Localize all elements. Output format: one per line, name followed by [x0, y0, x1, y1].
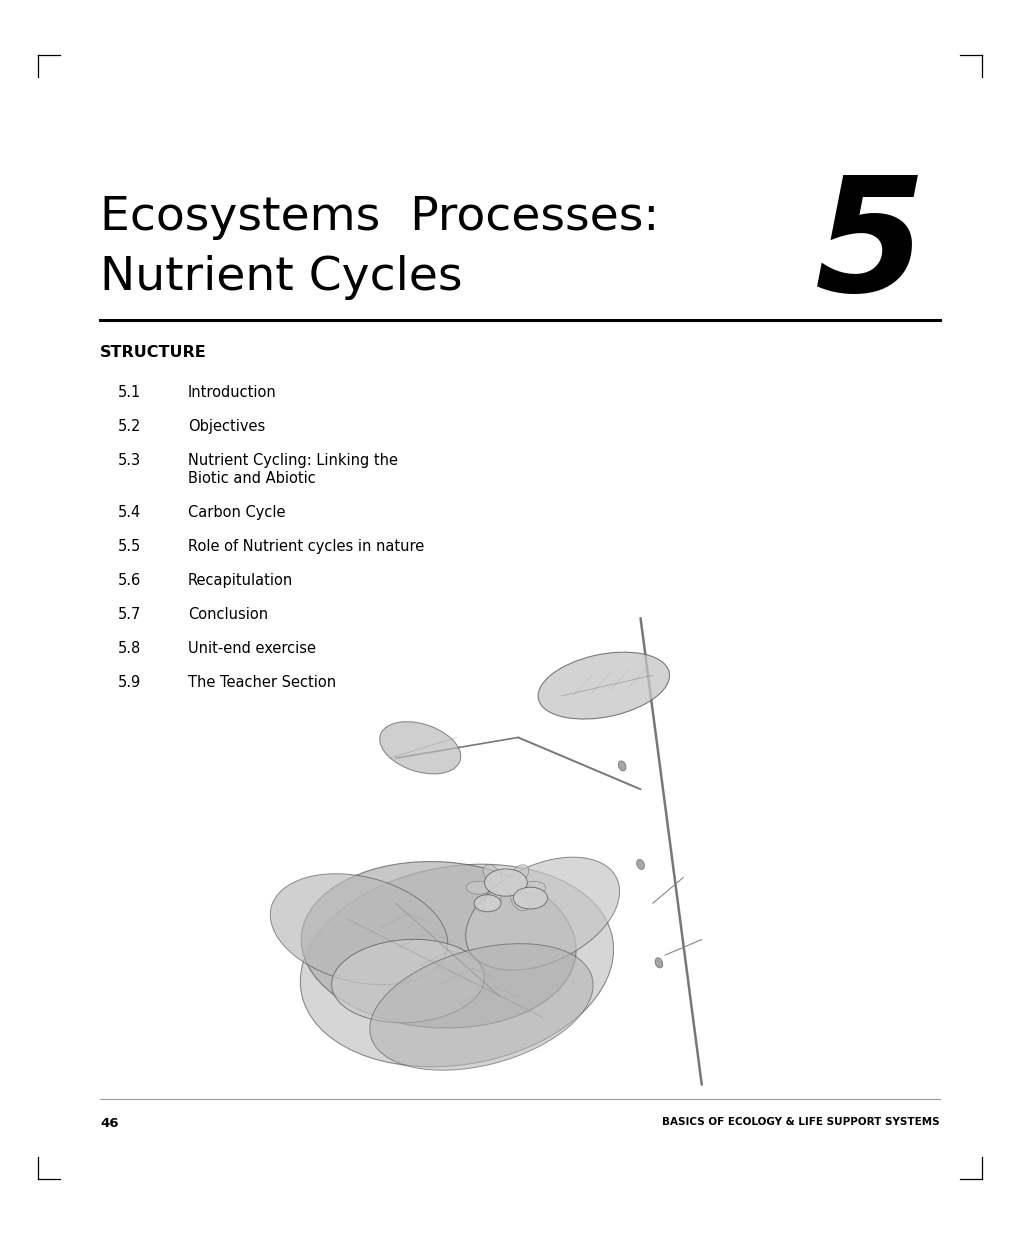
- Ellipse shape: [511, 865, 528, 884]
- Ellipse shape: [521, 881, 545, 895]
- Text: Biotic and Abiotic: Biotic and Abiotic: [187, 471, 316, 486]
- Ellipse shape: [538, 652, 668, 719]
- Text: 5.2: 5.2: [118, 420, 142, 434]
- Text: 46: 46: [100, 1117, 118, 1130]
- Ellipse shape: [300, 864, 613, 1066]
- Ellipse shape: [301, 861, 576, 1028]
- Ellipse shape: [331, 939, 484, 1023]
- Ellipse shape: [654, 958, 662, 967]
- Text: Nutrient Cycling: Linking the: Nutrient Cycling: Linking the: [187, 453, 397, 468]
- Text: Unit-end exercise: Unit-end exercise: [187, 640, 316, 656]
- Ellipse shape: [483, 892, 500, 911]
- Text: 5.6: 5.6: [118, 573, 141, 587]
- Text: 5.8: 5.8: [118, 640, 141, 656]
- Ellipse shape: [270, 874, 447, 985]
- Text: 5.5: 5.5: [118, 539, 141, 554]
- Ellipse shape: [484, 869, 527, 896]
- Text: Carbon Cycle: Carbon Cycle: [187, 505, 285, 520]
- Text: 5.1: 5.1: [118, 385, 141, 400]
- Text: 5.3: 5.3: [118, 453, 141, 468]
- Text: Ecosystems  Processes:: Ecosystems Processes:: [100, 195, 658, 239]
- Text: Role of Nutrient cycles in nature: Role of Nutrient cycles in nature: [187, 539, 424, 554]
- Text: 5: 5: [813, 170, 924, 325]
- Ellipse shape: [370, 944, 592, 1070]
- Text: The Teacher Section: The Teacher Section: [187, 675, 336, 690]
- Text: 5.9: 5.9: [118, 675, 141, 690]
- Text: 5.4: 5.4: [118, 505, 141, 520]
- Ellipse shape: [379, 722, 461, 774]
- Ellipse shape: [474, 895, 500, 912]
- Text: 5.7: 5.7: [118, 607, 142, 622]
- Ellipse shape: [636, 859, 644, 870]
- Ellipse shape: [483, 865, 500, 884]
- Ellipse shape: [513, 887, 547, 909]
- Text: Conclusion: Conclusion: [187, 607, 268, 622]
- Ellipse shape: [511, 892, 528, 911]
- Ellipse shape: [466, 881, 490, 895]
- Text: BASICS OF ECOLOGY & LIFE SUPPORT SYSTEMS: BASICS OF ECOLOGY & LIFE SUPPORT SYSTEMS: [661, 1117, 940, 1127]
- Ellipse shape: [618, 761, 626, 771]
- Text: Introduction: Introduction: [187, 385, 276, 400]
- Ellipse shape: [466, 858, 619, 970]
- Text: Recapitulation: Recapitulation: [187, 573, 293, 587]
- Text: STRUCTURE: STRUCTURE: [100, 346, 207, 360]
- Text: Objectives: Objectives: [187, 420, 265, 434]
- Text: Nutrient Cycles: Nutrient Cycles: [100, 255, 462, 300]
